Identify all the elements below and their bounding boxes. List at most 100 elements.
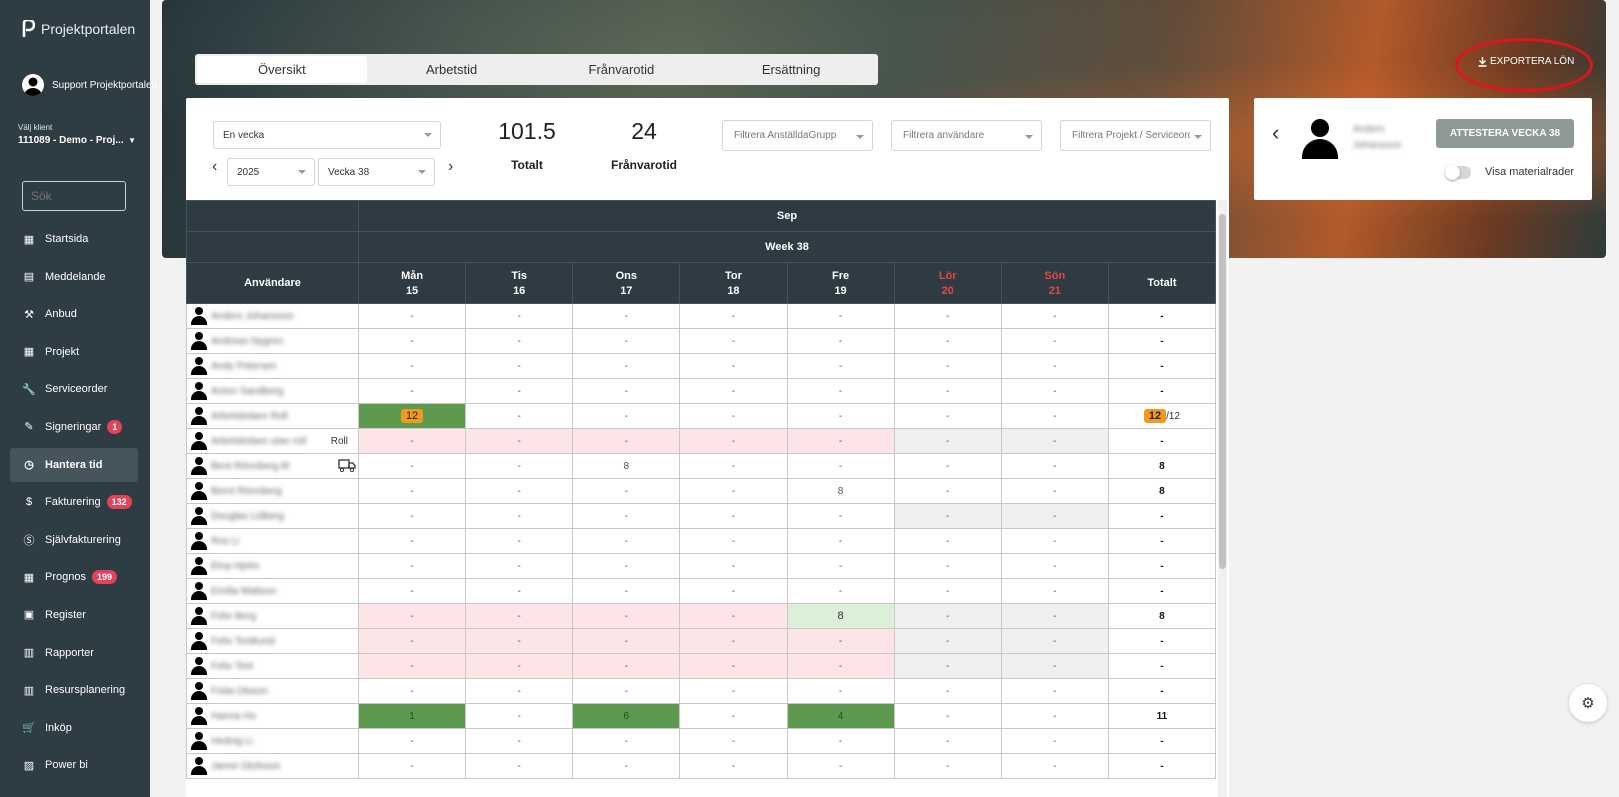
settings-gear-icon[interactable]: ⚙ <box>1569 684 1607 722</box>
time-cell[interactable]: - <box>786 503 895 529</box>
time-cell[interactable]: - <box>465 578 574 604</box>
table-row[interactable]: Arbetsledare Roll 12- - - - - -12/12 <box>186 403 1217 429</box>
client-select[interactable]: 111089 - Demo - Proj... ▼ <box>18 135 136 146</box>
tab-4[interactable]: Ersättning <box>761 62 821 77</box>
time-cell[interactable]: - <box>572 428 681 454</box>
scrollbar-thumb[interactable] <box>1219 214 1226 569</box>
time-cell[interactable]: - <box>786 353 895 379</box>
time-cell[interactable]: - <box>465 553 574 579</box>
time-cell[interactable]: - <box>893 578 1002 604</box>
time-cell[interactable]: - <box>893 628 1002 654</box>
time-cell[interactable]: - <box>786 403 895 429</box>
attest-week-button[interactable]: ATTESTERA VECKA 38 <box>1436 119 1574 148</box>
time-cell[interactable]: - <box>465 653 574 679</box>
time-cell[interactable]: - <box>572 403 681 429</box>
user-cell[interactable]: Arbetsledare Roll <box>186 403 359 429</box>
time-cell[interactable]: - <box>465 453 574 479</box>
time-cell[interactable]: 4 <box>786 703 895 729</box>
time-cell[interactable]: - <box>572 728 681 754</box>
time-cell[interactable]: - <box>679 503 788 529</box>
time-cell[interactable]: - <box>786 528 895 554</box>
material-rows-toggle[interactable] <box>1445 165 1471 180</box>
user-cell[interactable]: Hanna Ho <box>186 703 359 729</box>
time-cell[interactable]: - <box>465 403 574 429</box>
time-cell[interactable]: - <box>679 378 788 404</box>
filter-employee-group[interactable]: Filtrera AnställdaGrupp <box>722 120 873 151</box>
time-cell[interactable]: - <box>893 453 1002 479</box>
time-cell[interactable]: - <box>893 553 1002 579</box>
filter-user[interactable]: Filtrera användare <box>891 120 1042 151</box>
time-cell[interactable]: - <box>679 478 788 504</box>
time-cell[interactable]: - <box>1000 728 1109 754</box>
time-cell[interactable]: - <box>893 528 1002 554</box>
time-cell[interactable]: - <box>1000 628 1109 654</box>
time-cell[interactable]: - <box>893 728 1002 754</box>
sidebar-item-serviceorder[interactable]: 🔧 Serviceorder <box>10 372 138 406</box>
year-select[interactable]: 2025 <box>227 158 315 186</box>
table-row[interactable]: Hedvig Li - - - - - - - - <box>186 728 1217 754</box>
time-cell[interactable]: - <box>679 653 788 679</box>
time-cell[interactable]: - <box>786 378 895 404</box>
time-cell[interactable]: - <box>786 628 895 654</box>
time-cell[interactable]: - <box>357 453 467 479</box>
table-row[interactable]: Anton Sandberg - - - - - - - - <box>186 378 1217 404</box>
time-cell[interactable]: - <box>679 678 788 704</box>
tab-2[interactable]: Arbetstid <box>425 62 478 77</box>
time-cell[interactable]: - <box>893 378 1002 404</box>
time-cell[interactable]: - <box>465 678 574 704</box>
time-cell[interactable]: - <box>357 578 467 604</box>
user-cell[interactable]: Hedvig Li <box>186 728 359 754</box>
time-cell[interactable]: - <box>1000 378 1109 404</box>
time-cell[interactable]: - <box>1000 503 1109 529</box>
time-cell[interactable]: - <box>893 653 1002 679</box>
time-cell[interactable]: - <box>679 578 788 604</box>
period-select[interactable]: En vecka <box>213 121 441 149</box>
user-cell[interactable]: Andreas Nygren <box>186 328 359 354</box>
time-cell[interactable]: - <box>1000 478 1109 504</box>
user-cell[interactable]: Janne Olofsson <box>186 753 359 779</box>
time-cell[interactable]: - <box>786 303 895 329</box>
time-cell[interactable]: - <box>893 428 1002 454</box>
time-cell[interactable]: - <box>1000 528 1109 554</box>
time-cell[interactable]: - <box>465 703 574 729</box>
time-cell[interactable]: - <box>679 403 788 429</box>
time-cell[interactable]: 12 <box>357 403 467 429</box>
time-cell[interactable]: - <box>1000 428 1109 454</box>
time-cell[interactable]: - <box>465 603 574 629</box>
time-cell[interactable]: - <box>786 578 895 604</box>
next-week-arrow-icon[interactable]: › <box>448 158 454 175</box>
time-cell[interactable]: - <box>465 353 574 379</box>
time-cell[interactable]: - <box>679 428 788 454</box>
time-cell[interactable]: - <box>357 753 467 779</box>
week-select[interactable]: Vecka 38 <box>318 158 435 186</box>
table-row[interactable]: Felix Berg - - - -8- -8 <box>186 603 1217 629</box>
time-cell[interactable]: - <box>357 378 467 404</box>
sidebar-item-startsida[interactable]: ▦ Startsida <box>10 222 138 256</box>
table-row[interactable]: Felix Testkund - - - - - - - - <box>186 628 1217 654</box>
table-row[interactable]: Frida Olsson - - - - - - - - <box>186 678 1217 704</box>
time-cell[interactable]: - <box>572 303 681 329</box>
time-cell[interactable]: - <box>1000 578 1109 604</box>
user-profile[interactable]: Support Projektportalen <box>22 74 157 96</box>
user-cell[interactable]: Emilia Mattson <box>186 578 359 604</box>
sidebar-item-meddelande[interactable]: ▤ Meddelande <box>10 260 138 294</box>
time-cell[interactable]: - <box>679 728 788 754</box>
user-cell[interactable]: Bernt Rönnberg <box>186 478 359 504</box>
time-cell[interactable]: - <box>357 303 467 329</box>
tab-1[interactable]: Översikt <box>197 56 367 83</box>
sidebar-item-signeringar[interactable]: ✎ Signeringar 1 <box>10 410 138 444</box>
time-cell[interactable]: - <box>679 528 788 554</box>
time-cell[interactable]: - <box>357 478 467 504</box>
time-cell[interactable]: - <box>572 578 681 604</box>
table-row[interactable]: Andreas Nygren - - - - - - - - <box>186 328 1217 354</box>
time-cell[interactable]: - <box>893 303 1002 329</box>
time-cell[interactable]: - <box>679 703 788 729</box>
time-cell[interactable]: - <box>465 428 574 454</box>
table-row[interactable]: Bent Rönnberg M--8----8 <box>186 453 1217 479</box>
time-cell[interactable]: - <box>357 528 467 554</box>
user-cell[interactable]: Andy Petersen <box>186 353 359 379</box>
time-cell[interactable]: - <box>572 378 681 404</box>
time-cell[interactable]: - <box>465 378 574 404</box>
time-cell[interactable]: - <box>786 328 895 354</box>
prev-week-arrow-icon[interactable]: ‹ <box>212 158 218 175</box>
